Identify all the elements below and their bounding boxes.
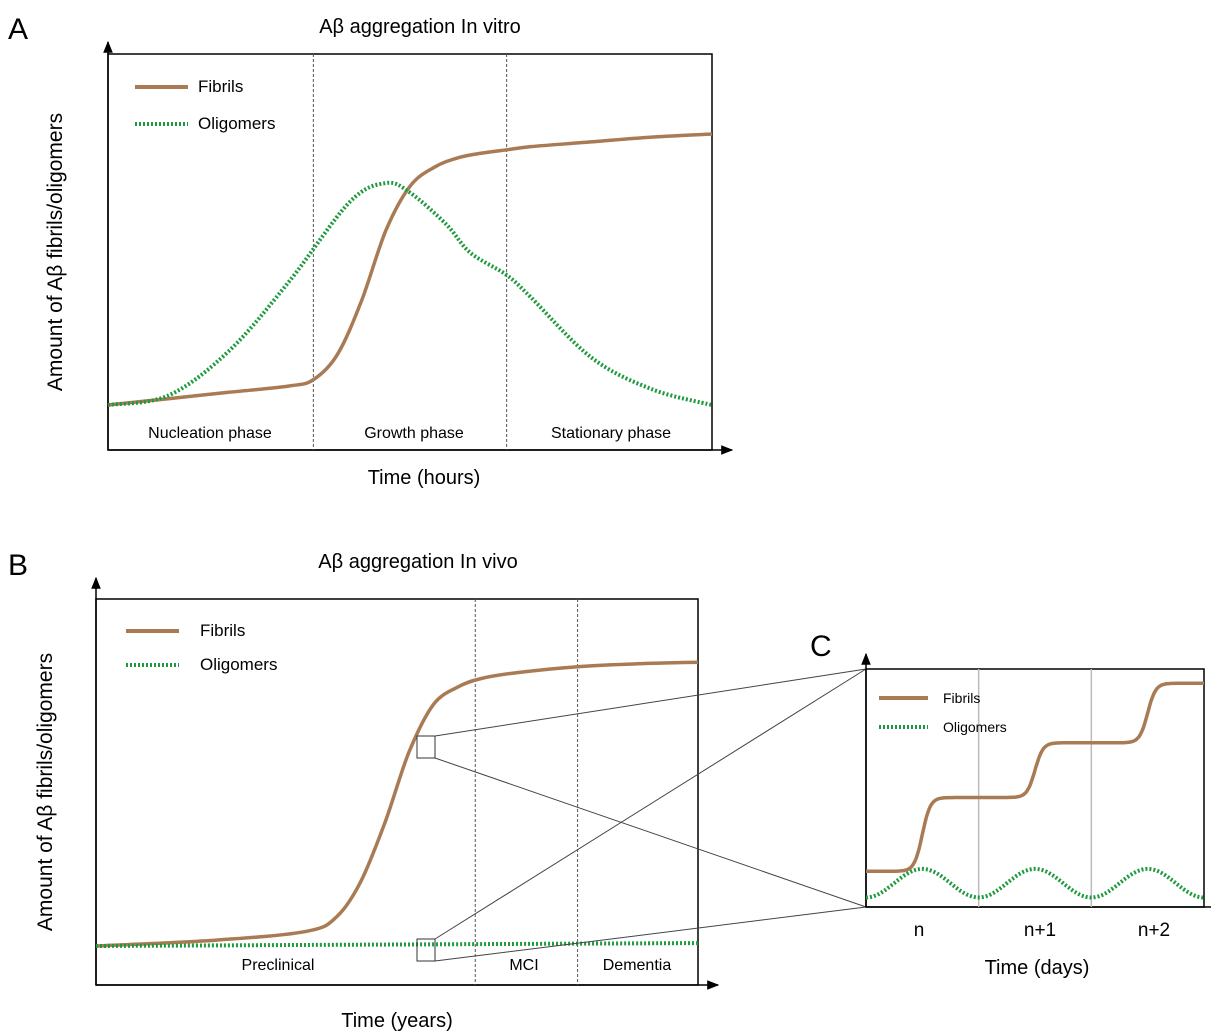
series-line-fibrils (95, 660, 699, 948)
series-line-fibrils (866, 681, 1204, 874)
panel-a-series (107, 132, 713, 407)
panel-a-phase-label: Stationary phase (551, 425, 671, 442)
panel-letter-c: C (810, 630, 832, 663)
panel-a-title: Aβ aggregation In vitro (319, 16, 521, 38)
panel-c-x-tick: n+2 (1138, 920, 1170, 941)
panel-c-day-dividers (977, 669, 1093, 907)
panel-a-phase-dividers (312, 54, 508, 450)
series-line-oligomers (95, 941, 699, 948)
zoom-connector-line (434, 906, 867, 962)
panel-c-legend-oligomers: Oligomers (943, 719, 1007, 735)
panel-a-y-label: Amount of Aβ fibrils/oligomers (44, 113, 67, 391)
panel-a-x-label: Time (hours) (368, 467, 481, 489)
series-line-oligomers (107, 180, 713, 407)
panel-b-series (95, 660, 699, 948)
panel-a-legend-oligomers: Oligomers (198, 114, 275, 133)
zoom-connector-line (434, 757, 867, 908)
panel-c-x-tick: n (914, 920, 925, 941)
zoom-box-fibrils (416, 735, 436, 759)
panel-b-y-label: Amount of Aβ fibrils/oligomers (34, 653, 57, 931)
series-line-fibrils (107, 132, 713, 407)
panel-b-legend-fibrils: Fibrils (200, 621, 245, 640)
panel-a-phase-label: Nucleation phase (148, 425, 272, 442)
panel-a-legend-fibrils: Fibrils (198, 77, 243, 96)
zoom-connector-line (434, 668, 867, 737)
series-line-oligomers (866, 866, 1204, 900)
panel-c-series (866, 681, 1204, 900)
zoom-box-oligomers (416, 938, 436, 962)
panel-b-phase-label: Preclinical (242, 957, 315, 974)
panel-letter-a: A (8, 13, 28, 46)
panel-b-phase-label: Dementia (603, 957, 672, 974)
zoom-connector-line (434, 668, 867, 940)
panel-b-x-label: Time (years) (341, 1010, 452, 1032)
panel-a-phase-label: Growth phase (364, 425, 464, 442)
panel-letter-b: B (8, 549, 28, 582)
panel-b-legend-oligomers: Oligomers (200, 655, 277, 674)
panel-b-phase-dividers (474, 599, 579, 985)
panel-c-x-label: Time (days) (985, 957, 1090, 979)
panel-c-legend-fibrils: Fibrils (943, 690, 980, 706)
panel-b-phase-label: MCI (509, 957, 538, 974)
panel-b-title: Aβ aggregation In vivo (318, 551, 517, 573)
panel-c-x-tick: n+1 (1024, 920, 1056, 941)
